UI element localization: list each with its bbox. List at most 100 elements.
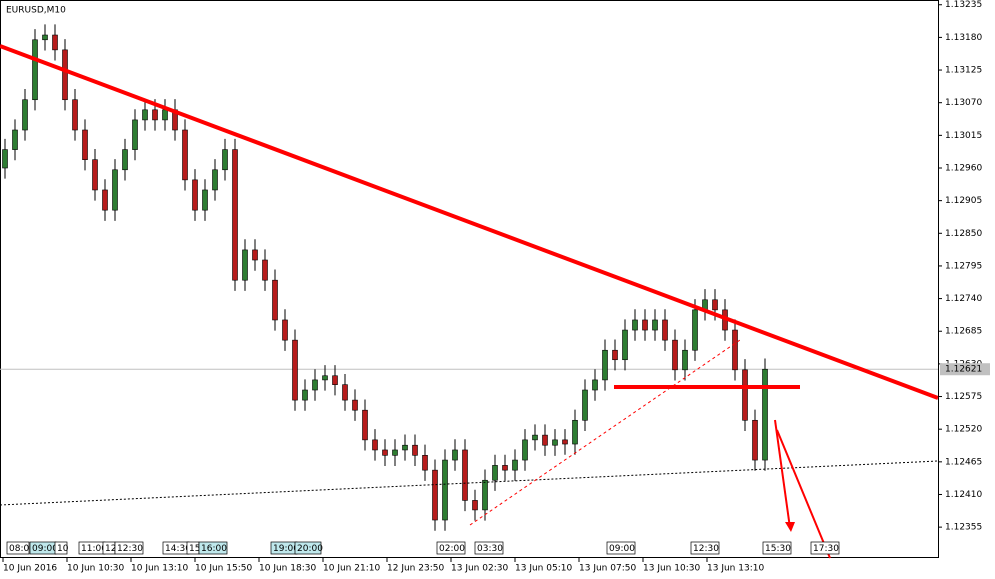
time-marker-label: 09:00: [609, 544, 635, 554]
candle-body: [202, 189, 208, 211]
time-marker-box: [436, 541, 466, 555]
y-tick-label: 1.13125: [945, 66, 982, 76]
time-marker-box: [294, 541, 322, 555]
time-marker-box: [474, 541, 504, 555]
x-tick-label: 13 Jun 13:10: [707, 564, 764, 574]
candle-body: [542, 434, 548, 446]
candle-body: [242, 249, 248, 281]
current-price-box: [940, 363, 990, 376]
candle-body: [562, 439, 568, 445]
time-marker-label: 08:0: [9, 544, 29, 554]
candle-body: [282, 319, 288, 341]
y-tick-label: 1.12905: [945, 196, 982, 206]
candle-body: [372, 439, 378, 451]
arrow: [776, 429, 831, 559]
x-tick-label: 10 Jun 15:50: [195, 564, 252, 574]
time-marker-label: 09:00: [32, 544, 58, 554]
x-tick-label: 10 Jun 21:10: [323, 564, 380, 574]
candle-body: [22, 99, 28, 131]
candle-body: [442, 459, 448, 521]
candle-body: [422, 455, 428, 471]
candle-body: [332, 375, 338, 385]
candle-body: [622, 329, 628, 361]
candle-body: [712, 299, 718, 311]
candle-body: [482, 479, 488, 511]
time-marker-box: [690, 541, 720, 555]
candle-body: [12, 129, 18, 150]
marks: [0, 24, 938, 531]
dotted-trendline: [0, 460, 939, 506]
candle-body: [272, 279, 278, 321]
candle-body: [2, 149, 8, 169]
candle-body: [352, 399, 358, 411]
dashed-trendline: [469, 339, 741, 526]
candle-body: [492, 465, 498, 481]
x-tick-label: 10 Jun 10:30: [67, 564, 124, 574]
candle-body: [452, 449, 458, 461]
candle-body: [102, 189, 108, 211]
candle-body: [212, 169, 218, 191]
candle-body: [432, 469, 438, 521]
candle-body: [262, 259, 268, 281]
candle-body: [322, 375, 328, 381]
candle-body: [682, 349, 688, 371]
candle-body: [132, 119, 138, 150]
candle-body: [732, 329, 738, 371]
time-marker-label: 15:30: [765, 544, 791, 554]
candle-body: [142, 109, 148, 121]
time-marker-label: 12: [105, 544, 116, 554]
time-marker-box: [810, 541, 840, 555]
x-tick-label: 13 Jun 02:30: [451, 564, 508, 574]
resistance-trendline: [0, 44, 939, 400]
x-tick-label: 10 Jun 18:30: [259, 564, 316, 574]
candle-body: [192, 179, 198, 211]
y-tick-label: 1.13015: [945, 131, 982, 141]
candle-body: [152, 109, 158, 121]
arrow-head: [785, 522, 795, 532]
candle-body: [362, 409, 368, 441]
candle-body: [662, 319, 668, 341]
time-marker-box: [762, 541, 792, 555]
time-marker-box: [606, 541, 636, 555]
y-tick-label: 1.13070: [945, 98, 982, 108]
candle-body: [592, 379, 598, 391]
candle-body: [342, 384, 348, 401]
candle-body: [582, 389, 588, 421]
y-tick-label: 1.12960: [945, 163, 982, 173]
y-tick-label: 1.12355: [945, 523, 982, 533]
candle-body: [742, 369, 748, 421]
y-tick-label: 1.12465: [945, 457, 982, 467]
time-marker-box: [114, 541, 144, 555]
candle-body: [112, 169, 118, 211]
candle-body: [122, 149, 128, 171]
candle-body: [602, 349, 608, 381]
candle-body: [502, 465, 508, 471]
candle-body: [292, 339, 298, 401]
candle-body: [232, 149, 238, 281]
candle-body: [462, 449, 468, 501]
y-tick-label: 1.12850: [945, 229, 982, 239]
candle-body: [612, 349, 618, 361]
x-tick-label: 13 Jun 10:30: [643, 564, 700, 574]
chart-title: EURUSD,M10: [6, 6, 66, 16]
x-tick-label: 10 Jun 13:10: [131, 564, 188, 574]
y-tick-label: 1.12520: [945, 425, 982, 435]
y-tick-label: 1.12685: [945, 327, 982, 337]
candle-body: [222, 149, 228, 171]
candle-body: [32, 39, 38, 101]
candle-body: [762, 368, 768, 461]
x-tick-label: 13 Jun 05:10: [515, 564, 572, 574]
candle-body: [52, 34, 58, 51]
candle-body: [72, 99, 78, 131]
candle-body: [572, 419, 578, 445]
time-marker-label: 03:30: [477, 544, 503, 554]
current-price-label: 1.12621: [945, 365, 982, 375]
x-tick-label: 12 Jun 23:50: [387, 564, 444, 574]
y-tick-label: 1.12410: [945, 490, 982, 500]
candle-body: [472, 500, 478, 511]
candle-body: [412, 444, 418, 456]
time-marker-label: 17:30: [813, 544, 839, 554]
candle-body: [302, 389, 308, 401]
